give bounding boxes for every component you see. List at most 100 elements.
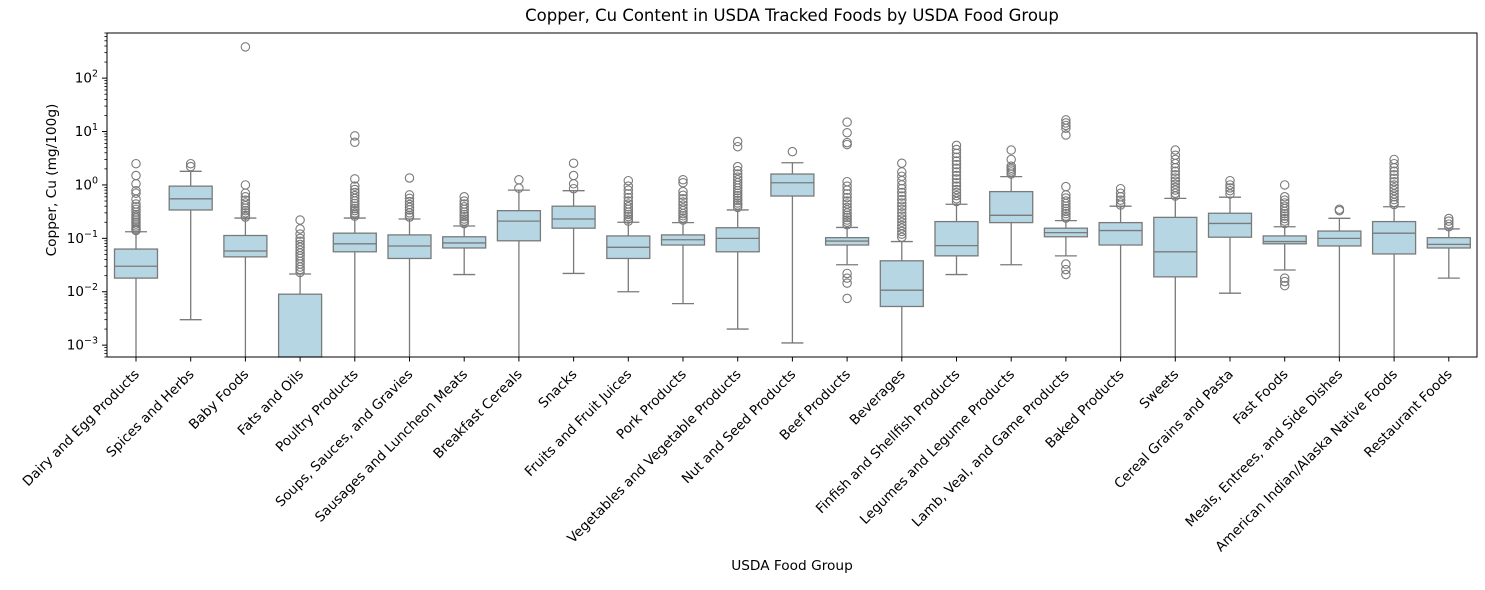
outlier-point	[1006, 169, 1016, 179]
outlier-point	[295, 262, 305, 272]
box-group	[879, 158, 924, 357]
box-rect	[1207, 212, 1253, 238]
box-group	[1043, 115, 1089, 280]
box-group	[496, 175, 542, 357]
outlier-point	[350, 174, 360, 184]
box-group	[551, 158, 596, 275]
outlier-point	[897, 211, 907, 221]
outlier-point	[1061, 259, 1071, 269]
outlier-point	[842, 127, 852, 138]
outlier-point	[951, 194, 962, 204]
outlier-point	[1279, 218, 1290, 229]
outlier-point	[514, 175, 524, 185]
outlier-point	[1225, 183, 1235, 193]
outlier-point	[1389, 192, 1399, 202]
outlier-point	[1279, 280, 1290, 291]
outlier-point	[1061, 181, 1071, 192]
outlier-point	[1061, 120, 1071, 131]
outlier-point	[623, 204, 634, 215]
outlier-point	[1006, 145, 1016, 155]
box-rect	[496, 210, 542, 242]
outlier-point	[842, 268, 852, 279]
outlier-point	[1061, 264, 1071, 275]
outlier-point	[678, 194, 688, 204]
outlier-point	[295, 229, 305, 239]
outlier-point	[732, 202, 743, 213]
box-rect	[1262, 235, 1307, 245]
outlier-point	[951, 174, 962, 184]
box-group	[989, 145, 1034, 266]
outlier-point	[732, 185, 743, 196]
outlier-point	[350, 196, 360, 206]
outlier-point	[568, 183, 579, 194]
outlier-point	[459, 192, 469, 202]
outlier-point	[1170, 188, 1181, 198]
outlier-point	[678, 175, 688, 185]
box-group	[1317, 204, 1362, 357]
outlier-point	[404, 173, 415, 183]
outlier-point	[240, 212, 251, 222]
outlier-point	[678, 190, 688, 201]
outlier-point	[1225, 175, 1235, 186]
box-rect	[1371, 220, 1417, 255]
outlier-point	[623, 192, 634, 203]
outlier-point	[897, 183, 907, 194]
outlier-point	[623, 211, 634, 222]
outlier-point	[1279, 276, 1290, 287]
outlier-point	[1170, 158, 1181, 169]
box-group	[1153, 145, 1198, 357]
box-group	[934, 140, 979, 276]
outlier-point	[131, 194, 141, 204]
box-rect	[387, 234, 432, 260]
outlier-point	[842, 117, 852, 127]
outlier-point	[131, 170, 141, 181]
outlier-point	[623, 185, 634, 195]
outlier-point	[678, 186, 688, 197]
outlier-point	[1389, 170, 1399, 180]
box-group	[660, 175, 706, 305]
outlier-point	[842, 278, 852, 288]
outlier-point	[568, 158, 579, 168]
outlier-point	[1225, 189, 1235, 199]
outlier-point	[897, 198, 907, 208]
outlier-point	[1279, 180, 1290, 190]
outlier-point	[350, 190, 360, 201]
outlier-point	[1061, 269, 1071, 280]
outlier-point	[951, 181, 962, 191]
outlier-point	[678, 205, 688, 216]
axes-frame	[106, 32, 1478, 358]
y-tick-label: 101	[75, 122, 98, 140]
outlier-point	[951, 167, 962, 177]
outlier-point	[951, 163, 962, 174]
outlier-point	[568, 170, 579, 181]
outlier-point	[1061, 206, 1071, 217]
outlier-point	[623, 175, 634, 186]
outlier-point	[951, 152, 962, 162]
box-rect	[277, 293, 323, 358]
outlier-point	[295, 215, 305, 225]
outlier-point	[623, 202, 634, 212]
outlier-point	[787, 146, 798, 157]
outlier-point	[1389, 199, 1399, 210]
outlier-point	[1061, 213, 1071, 223]
outlier-point	[1061, 208, 1071, 219]
outlier-point	[131, 188, 141, 198]
outlier-point	[240, 180, 251, 190]
outlier-point	[240, 208, 251, 218]
box-group	[223, 42, 268, 357]
outlier-point	[350, 211, 360, 221]
outlier-point	[404, 205, 415, 215]
box-group	[1426, 213, 1471, 279]
y-tick-label: 100	[75, 175, 98, 193]
outlier-point	[1170, 176, 1181, 186]
box-rect	[879, 260, 924, 308]
outlier-point	[404, 208, 415, 218]
outlier-point	[732, 195, 743, 206]
outlier-point	[1061, 196, 1071, 206]
box-rect	[715, 227, 760, 253]
outlier-point	[732, 200, 743, 210]
outlier-point	[240, 42, 251, 52]
box-rect	[551, 205, 596, 229]
